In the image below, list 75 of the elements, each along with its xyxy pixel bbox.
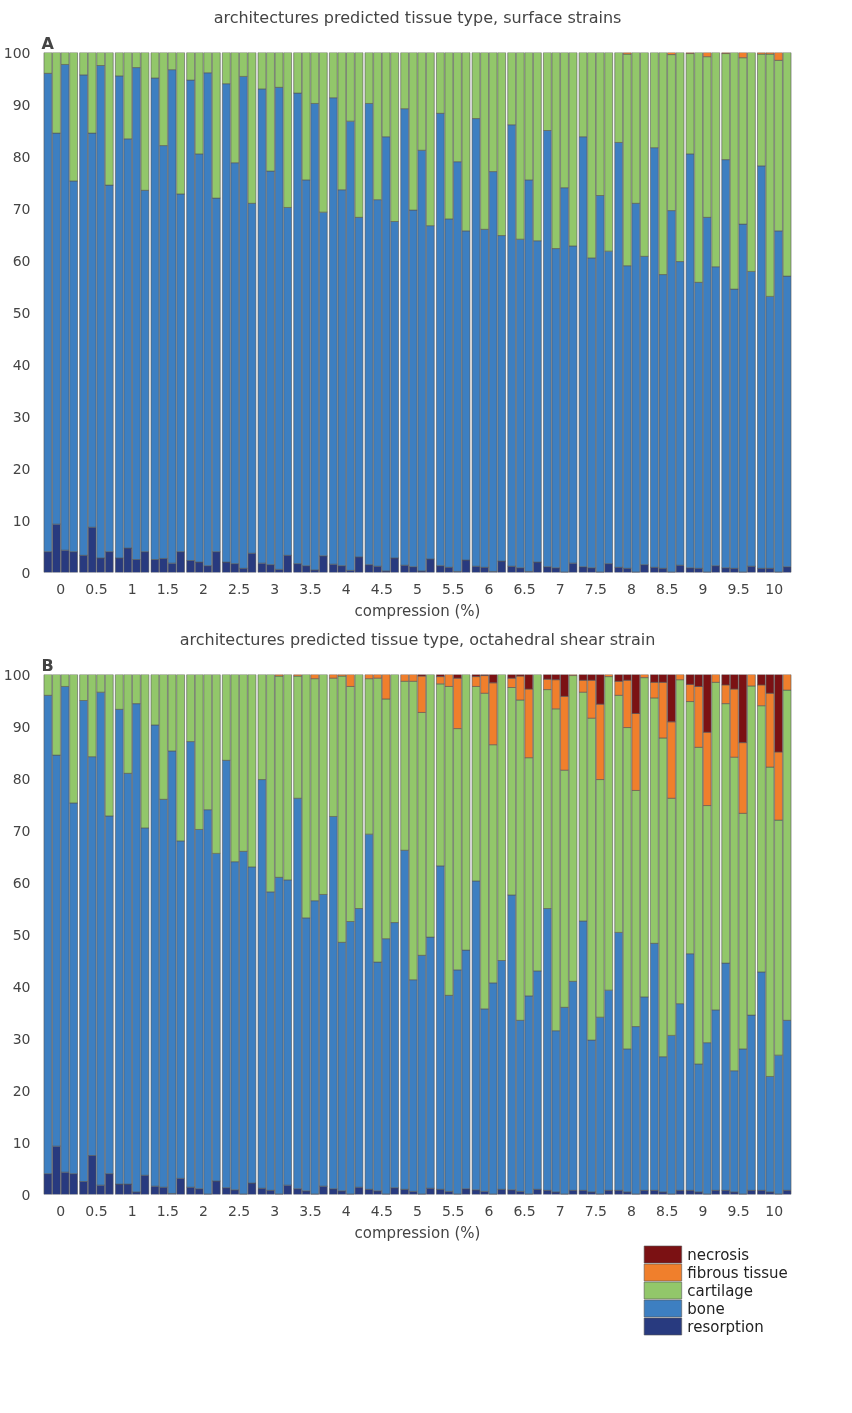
x-tick-label: 6.5	[513, 1202, 536, 1219]
x-tick-label: 4.5	[370, 580, 393, 597]
x-tick-label: 1.5	[156, 580, 179, 597]
x-tick-label: 0	[56, 580, 66, 597]
x-tick-label: 4	[341, 580, 351, 597]
x-tick-label: 5.5	[442, 580, 465, 597]
x-tick-label: 10	[765, 580, 784, 597]
x-tick-label: 6	[484, 1202, 494, 1219]
legend-label: necrosis	[687, 1245, 750, 1264]
x-tick-label: 8.5	[656, 1202, 679, 1219]
x-tick-label: 1.5	[156, 1202, 179, 1219]
x-tick-label: 3.5	[299, 580, 322, 597]
y-tick-label: 50	[12, 926, 31, 943]
x-tick-label: 2	[199, 580, 208, 597]
x-tick-label: 0.5	[85, 1202, 108, 1219]
y-tick-label: 90	[12, 718, 31, 735]
x-axis-title: compression (%)	[354, 601, 481, 620]
x-tick-label: 2.5	[228, 580, 251, 597]
x-tick-label: 7	[555, 580, 565, 597]
y-tick-label: 70	[12, 200, 31, 217]
annotation: B	[41, 655, 54, 675]
x-tick-label: 3	[270, 580, 280, 597]
y-tick-label: 0	[21, 1186, 31, 1203]
x-tick-label: 0.5	[85, 580, 108, 597]
x-tick-label: 9	[698, 580, 708, 597]
legend-label: cartilage	[687, 1281, 754, 1300]
y-tick-label: 80	[12, 148, 31, 165]
y-tick-label: 20	[12, 1082, 31, 1099]
x-tick-label: 1	[127, 1202, 137, 1219]
x-tick-label: 1	[127, 580, 137, 597]
y-tick-label: 80	[12, 770, 31, 787]
annotation: A	[41, 33, 55, 53]
y-tick-label: 70	[12, 822, 31, 839]
legend-label: fibrous tissue	[687, 1263, 788, 1282]
y-tick-label: 10	[12, 1134, 31, 1151]
x-tick-label: 4	[341, 1202, 351, 1219]
x-tick-label: 6.5	[513, 580, 536, 597]
x-tick-label: 5	[413, 580, 422, 597]
legend-label: resorption	[687, 1317, 764, 1336]
y-tick-label: 20	[12, 460, 31, 477]
x-tick-label: 3	[270, 1202, 280, 1219]
x-tick-label: 7.5	[584, 580, 607, 597]
legend-label: bone	[687, 1299, 725, 1318]
y-tick-label: 30	[12, 1030, 31, 1047]
x-tick-label: 3.5	[299, 1202, 322, 1219]
x-tick-label: 10	[765, 1202, 784, 1219]
x-tick-label: 5	[413, 1202, 422, 1219]
y-tick-label: 60	[12, 874, 31, 891]
x-tick-label: 5.5	[442, 1202, 465, 1219]
y-tick-label: 100	[3, 44, 31, 61]
x-tick-label: 9	[698, 1202, 708, 1219]
chart-title: architectures predicted tissue type, octahedral shear strain	[179, 629, 656, 649]
y-tick-label: 60	[12, 252, 31, 269]
y-tick-label: 40	[12, 978, 31, 995]
y-tick-label: 30	[12, 408, 31, 425]
x-tick-label: 7.5	[584, 1202, 607, 1219]
y-tick-label: 100	[3, 666, 31, 683]
x-tick-label: 8.5	[656, 580, 679, 597]
y-tick-label: 90	[12, 96, 31, 113]
x-tick-label: 8	[627, 1202, 637, 1219]
x-tick-label: 8	[627, 580, 637, 597]
y-tick-label: 40	[12, 356, 31, 373]
x-tick-label: 2.5	[228, 1202, 251, 1219]
x-tick-label: 9.5	[727, 580, 750, 597]
x-tick-label: 2	[199, 1202, 208, 1219]
x-tick-label: 0	[56, 1202, 66, 1219]
y-tick-label: 50	[12, 304, 31, 321]
x-tick-label: 9.5	[727, 1202, 750, 1219]
x-axis-title: compression (%)	[354, 1223, 481, 1242]
y-tick-label: 0	[21, 564, 31, 581]
x-tick-label: 4.5	[370, 1202, 393, 1219]
x-tick-label: 6	[484, 580, 494, 597]
chart-title: architectures predicted tissue type, surface strains	[213, 7, 622, 27]
x-tick-label: 7	[555, 1202, 565, 1219]
y-tick-label: 10	[12, 512, 31, 529]
